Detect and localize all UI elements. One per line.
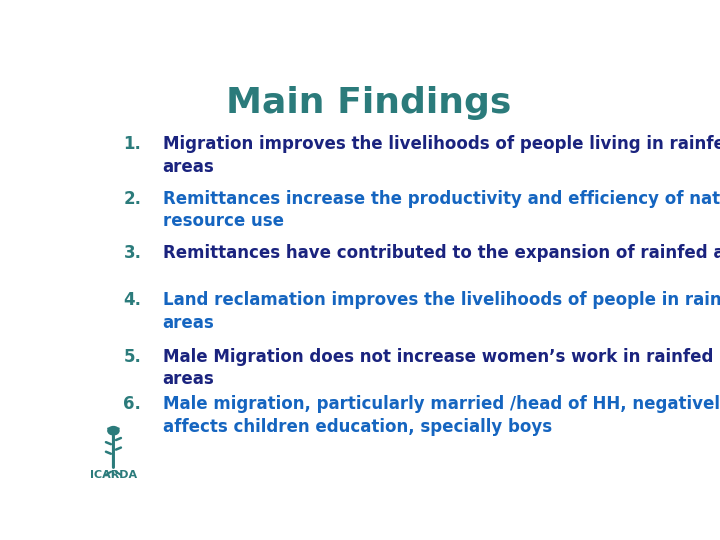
Text: Main Findings: Main Findings — [226, 85, 512, 119]
Text: Male Migration does not increase women’s work in rainfed
areas: Male Migration does not increase women’s… — [163, 348, 713, 388]
Text: Remittances have contributed to the expansion of rainfed areas: Remittances have contributed to the expa… — [163, 244, 720, 261]
Text: 1.: 1. — [124, 136, 141, 153]
Text: 5.: 5. — [124, 348, 141, 366]
Text: ICARDA: ICARDA — [90, 470, 137, 480]
Text: 3.: 3. — [124, 244, 141, 261]
Circle shape — [108, 427, 119, 435]
Text: Remittances increase the productivity and efficiency of natural
resource use: Remittances increase the productivity an… — [163, 190, 720, 231]
Text: 6.: 6. — [124, 395, 141, 413]
Text: 2.: 2. — [124, 190, 141, 207]
Text: Migration improves the livelihoods of people living in rainfed
areas: Migration improves the livelihoods of pe… — [163, 136, 720, 177]
Text: 4.: 4. — [124, 292, 141, 309]
Text: Land reclamation improves the livelihoods of people in rainfed
areas: Land reclamation improves the livelihood… — [163, 292, 720, 332]
Text: Male migration, particularly married /head of HH, negatively
affects children ed: Male migration, particularly married /he… — [163, 395, 720, 436]
